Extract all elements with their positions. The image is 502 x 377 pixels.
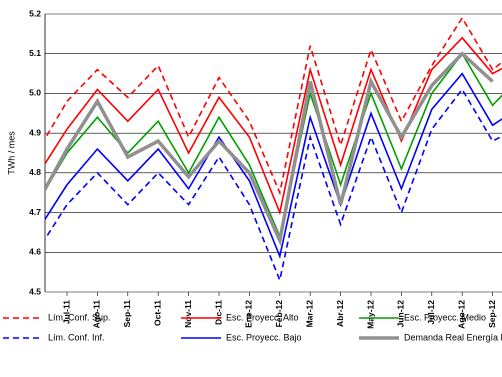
x-tick-label: Ene-12 [244, 300, 254, 328]
y-tick-label: 4.9 [29, 127, 41, 137]
x-tick-label: Sep-11 [122, 300, 132, 328]
series-line [45, 51, 494, 247]
series-line [45, 52, 502, 240]
y-tick-label: 4.6 [29, 247, 41, 257]
x-tick-label: Abr-12 [335, 300, 345, 327]
x-tick-label: Oct-11 [152, 300, 162, 326]
x-tick-label: Ago-11 [92, 300, 102, 329]
x-tick-label: Ago-12 [456, 300, 466, 329]
x-tick-label: May-12 [365, 300, 375, 329]
x-tick-label: Mar-12 [304, 300, 314, 328]
y-tick-label: 5.0 [29, 88, 41, 98]
legend-label: Esc. Proyecc. Medio [404, 312, 486, 322]
x-tick-label: Dic-11 [213, 300, 223, 325]
legend-label: Esc. Proyecc. Bajo [226, 332, 302, 342]
y-tick-label: 4.8 [29, 167, 41, 177]
legend-label: Esc. Proyecc. Alto [226, 312, 299, 322]
x-tick-label: Nov-11 [183, 300, 193, 328]
plot [45, 16, 502, 283]
y-axis-label: TWh / mes [6, 131, 16, 175]
x-tick-label: Jun-12 [396, 300, 406, 328]
series-line [45, 36, 502, 216]
legend-label: Lím. Conf. Inf. [48, 332, 105, 342]
y-tick-label: 5.2 [29, 8, 41, 18]
y-tick-label: 5.1 [29, 48, 41, 58]
y-tick-label: 4.7 [29, 207, 41, 217]
series-line [45, 72, 502, 259]
x-tick-label: Jul-12 [426, 300, 436, 325]
x-tick-label: Feb-12 [274, 300, 284, 328]
legend-label: Demanda Real Energía Eléctrica [404, 332, 502, 342]
x-tick-label: Jul-11 [61, 300, 71, 324]
x-tick-label: Sep-12 [487, 300, 497, 328]
series-line [45, 88, 502, 283]
legend-label: Lím. Conf. Sup. [48, 312, 111, 322]
y-tick-label: 4.5 [29, 286, 41, 296]
series-line [45, 16, 502, 196]
